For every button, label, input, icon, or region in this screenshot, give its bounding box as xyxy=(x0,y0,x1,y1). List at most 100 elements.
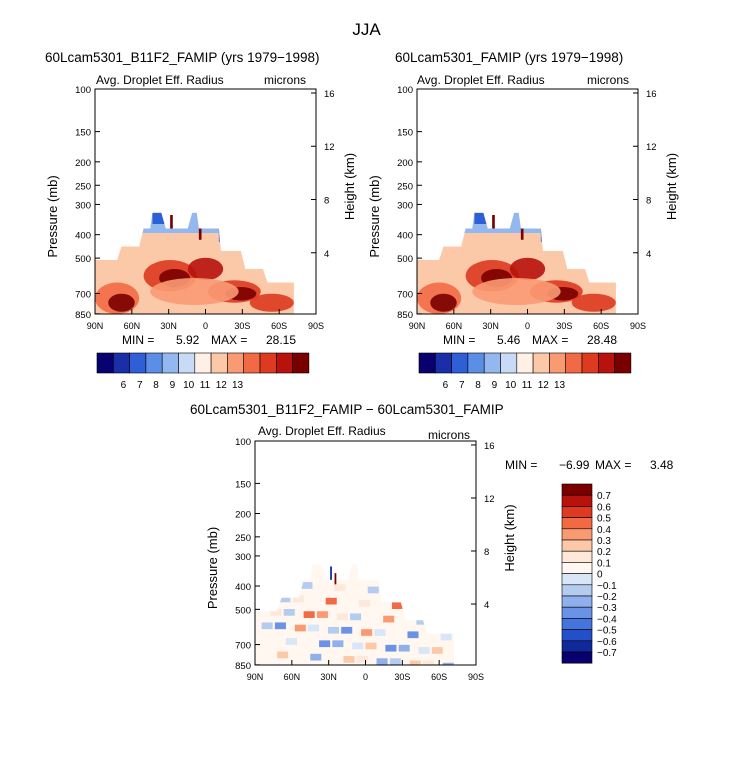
colorbar-3-swatch xyxy=(561,629,593,642)
figure-title: JJA xyxy=(352,20,381,39)
field-blob xyxy=(571,293,616,312)
field-blob xyxy=(472,278,561,305)
colorbar-1-label: 12 xyxy=(216,380,228,391)
panel-1-subtitle-right: microns xyxy=(264,73,307,87)
colorbar-1-label: 7 xyxy=(137,380,143,391)
field-cell xyxy=(261,622,273,630)
colorbar-3-label: 0.3 xyxy=(597,536,611,547)
field-cell xyxy=(279,595,291,603)
y-tick-label: 400 xyxy=(235,582,251,593)
field-cell xyxy=(383,615,395,623)
field-cell xyxy=(442,662,454,665)
colorbar-3-swatch xyxy=(561,562,593,574)
field-cell xyxy=(285,638,297,645)
field-cell xyxy=(385,644,397,652)
colorbar-3-label: −0.2 xyxy=(597,592,617,603)
field-cell xyxy=(274,622,286,630)
panel-3-title: 60Lcam5301_B11F2_FAMIP − 60Lcam5301_FAMI… xyxy=(190,402,504,417)
colorbar-2-swatch xyxy=(434,352,452,374)
colorbar-3-swatch xyxy=(561,528,593,541)
x-tick-label: 60N xyxy=(446,321,463,331)
colorbar-1-swatch xyxy=(210,352,228,374)
colorbar-2-label: 8 xyxy=(475,380,481,391)
x-tick-label: 0 xyxy=(363,672,368,682)
y-tick-label: 250 xyxy=(397,181,413,192)
colorbar-2-swatch xyxy=(516,352,534,374)
x-tick-label: 60N xyxy=(124,321,141,331)
colorbar-1-label: 9 xyxy=(170,380,176,391)
y-tick-label: 300 xyxy=(235,552,251,563)
panel-3-field xyxy=(255,564,485,665)
panel-1-field xyxy=(95,212,294,314)
x-tick-label: 0 xyxy=(525,321,530,331)
field-cell xyxy=(465,649,476,656)
field-cell xyxy=(467,593,478,600)
panel-2-max-label: MAX = xyxy=(532,333,569,347)
x-tick-label: 60S xyxy=(593,321,609,331)
x-tick-label: 60S xyxy=(271,321,287,331)
colorbar-1-swatch xyxy=(194,352,212,374)
field-cell xyxy=(356,656,368,663)
field-cell xyxy=(336,613,348,621)
x-tick-label: 30S xyxy=(556,321,572,331)
y-right-tick-label: 4 xyxy=(484,600,489,611)
field-cell xyxy=(325,597,337,605)
panel-2-max-value: 28.48 xyxy=(587,333,618,347)
colorbar-3-label: 0.4 xyxy=(597,525,611,536)
field-cell xyxy=(268,579,280,587)
panel-2-min-value: 5.46 xyxy=(497,333,521,347)
x-tick-label: 60N xyxy=(284,672,301,682)
colorbar-3-label: −0.6 xyxy=(597,637,617,648)
y-right-tick-label: 8 xyxy=(324,196,329,207)
panel-3-min-label: MIN = xyxy=(505,458,538,472)
y-right-tick-label: 8 xyxy=(484,547,489,558)
colorbar-1-label: 8 xyxy=(153,380,159,391)
field-spike xyxy=(492,215,495,229)
colorbar-1-swatch xyxy=(178,352,196,374)
y-tick-label: 400 xyxy=(75,231,91,242)
field-upper-core xyxy=(540,228,563,242)
field-cell xyxy=(407,631,419,639)
colorbar-1-swatch xyxy=(96,352,114,374)
colorbar-3-swatch xyxy=(561,483,593,496)
y-tick-label: 300 xyxy=(397,200,413,211)
colorbar-2-swatch xyxy=(549,352,567,374)
panel-1-subtitle-left: Avg. Droplet Eff. Radius xyxy=(96,73,224,87)
field-cell xyxy=(316,611,328,618)
field-upper-core xyxy=(152,212,166,224)
colorbar-3-swatch xyxy=(561,550,593,563)
y-tick-label: 500 xyxy=(235,605,251,616)
colorbar-2-label: 10 xyxy=(505,380,517,391)
y-right-tick-label: 12 xyxy=(484,494,495,505)
field-spike xyxy=(520,228,524,240)
y-tick-label: 850 xyxy=(235,661,251,672)
field-cell xyxy=(434,591,446,598)
y-tick-label: 100 xyxy=(235,437,251,448)
colorbar-3-swatch xyxy=(561,506,593,518)
colorbar-3-swatch xyxy=(561,517,593,530)
y-tick-label: 150 xyxy=(75,128,91,139)
colorbar-2-label: 9 xyxy=(492,380,498,391)
y-tick-label: 200 xyxy=(235,510,251,521)
colorbar-1-swatch xyxy=(292,352,310,374)
y-tick-label: 250 xyxy=(235,533,251,544)
colorbar-3-label: −0.4 xyxy=(597,614,617,625)
field-cell xyxy=(474,636,485,643)
colorbar-2-label: 12 xyxy=(538,380,550,391)
field-blob xyxy=(187,257,224,281)
field-cell xyxy=(283,609,295,616)
y-right-tick-label: 8 xyxy=(646,196,651,207)
colorbar-1-swatch xyxy=(243,352,261,374)
field-upper-band xyxy=(417,212,616,233)
colorbar-1-label: 13 xyxy=(232,380,244,391)
panel-1-min-value: 5.92 xyxy=(176,333,200,347)
field-cell xyxy=(270,609,282,616)
colorbar-1-label: 10 xyxy=(183,380,195,391)
panel-1-max-label: MAX = xyxy=(211,333,248,347)
colorbar-3-swatch xyxy=(561,584,593,597)
colorbar-2-swatch xyxy=(614,352,632,374)
y-tick-label: 700 xyxy=(75,289,91,300)
field-cell xyxy=(431,647,443,654)
field-spike xyxy=(330,566,332,580)
